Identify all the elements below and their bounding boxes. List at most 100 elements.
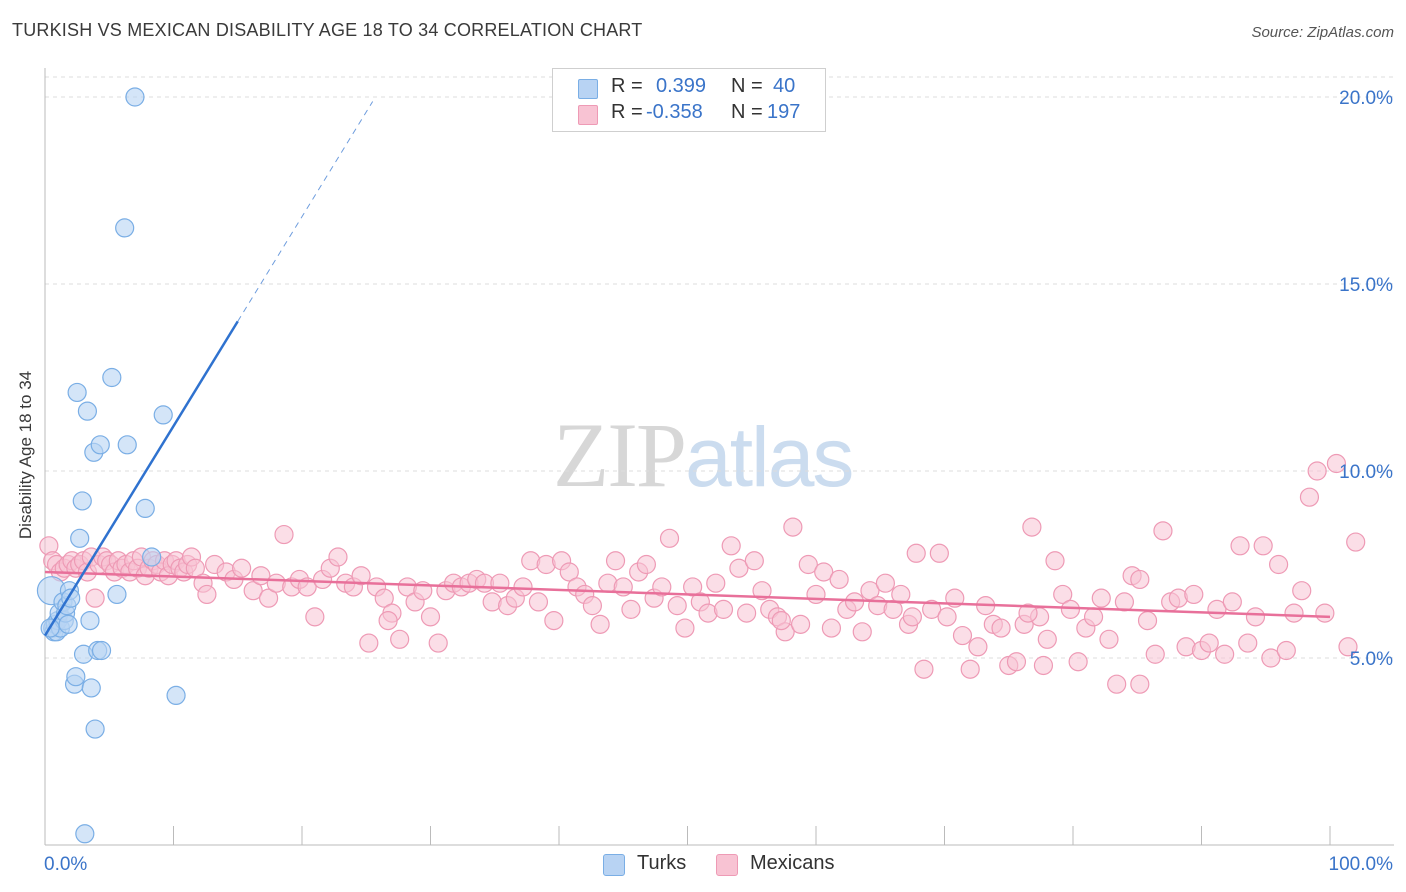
mexicans-point <box>1346 532 1366 552</box>
turks-point <box>107 584 127 605</box>
mexicans-point <box>1326 453 1347 474</box>
tick-labels: 5.0% 10.0% 15.0% 20.0% 0.0% 100.0% <box>44 88 1393 875</box>
turks-point <box>166 685 186 706</box>
y-tick-label: 20.0% <box>1339 88 1393 109</box>
mexicans-legend-swatch <box>716 854 738 876</box>
mexicans-point <box>683 577 703 597</box>
mexicans-point <box>968 637 988 657</box>
mexicans-point <box>852 622 872 642</box>
mexicans-point <box>737 603 757 623</box>
mexicans-point <box>1184 584 1204 605</box>
turks-point <box>72 491 92 511</box>
mexicans-point <box>1299 487 1320 507</box>
mexicans-point <box>1292 581 1312 601</box>
mexicans-point <box>790 614 811 634</box>
axes <box>44 68 1394 846</box>
mexicans-point <box>1022 517 1042 537</box>
source-label: Source: ZipAtlas.com <box>1251 24 1394 41</box>
turks-point <box>70 528 90 548</box>
mexicans-point <box>636 554 656 575</box>
mexicans-point <box>1230 536 1250 556</box>
legend-r-value: 0.399 <box>656 75 707 97</box>
mexicans-point <box>729 558 749 578</box>
turks-point <box>115 218 135 238</box>
mexicans-point <box>621 599 641 619</box>
chart-title: TURKISH VS MEXICAN DISABILITY AGE 18 TO … <box>12 20 643 40</box>
mexicans-point <box>490 573 510 593</box>
turks-trend-extension <box>237 101 374 322</box>
mexicans-point <box>829 569 849 590</box>
mexicans-point <box>891 584 911 605</box>
trend-lines <box>43 101 1331 637</box>
mexicans-point <box>1307 461 1327 481</box>
mexicans-point <box>1253 536 1273 556</box>
legend-row-mexicans: R = -0.358 N = 197 <box>553 101 825 127</box>
turks-point <box>81 678 101 698</box>
mexicans-point <box>374 588 394 608</box>
mexicans-point <box>359 633 379 653</box>
turks-point <box>125 87 145 107</box>
mexicans-point <box>902 607 922 627</box>
mexicans-point <box>85 588 105 608</box>
x-tick-label: 0.0% <box>44 854 87 875</box>
mexicans-point <box>675 618 695 638</box>
mexicans-point <box>1053 584 1073 605</box>
mexicans-point <box>1006 652 1027 672</box>
mexicans-point <box>1199 633 1219 653</box>
mexicans-point <box>667 596 687 616</box>
mexicans-point <box>544 610 564 631</box>
mexicans-point <box>1338 637 1358 657</box>
turks-point <box>91 640 112 661</box>
mexicans-point <box>659 528 680 548</box>
turks-point <box>80 610 100 631</box>
mexicans-point <box>1130 569 1150 590</box>
turks-point <box>102 367 122 388</box>
mexicans-point <box>906 543 926 563</box>
watermark-atlas: atlas <box>685 410 854 504</box>
legend-r-value: -0.358 <box>646 101 703 123</box>
y-tick-label: 10.0% <box>1339 462 1393 483</box>
mexicans-point <box>1238 633 1258 653</box>
mexicans-point <box>1045 551 1065 571</box>
turks-point <box>66 667 86 687</box>
mexicans-point <box>1222 592 1242 612</box>
mexicans-point <box>1099 629 1119 649</box>
legend-n-value: 197 <box>767 101 801 123</box>
mexicans-point <box>258 588 279 608</box>
mexicans-point <box>305 607 325 627</box>
mexicans-point <box>1215 644 1235 664</box>
turks-point <box>117 435 137 455</box>
turks-point <box>153 405 173 425</box>
mexicans-point <box>328 547 348 567</box>
stats-legend: R = 0.399 N = 40 R = -0.358 N = 197 <box>552 68 826 132</box>
mexicans-point <box>914 659 934 679</box>
turks-point <box>142 547 162 567</box>
mexicans-point <box>590 614 610 634</box>
mexicans-point <box>721 536 741 556</box>
mexicans-point <box>1107 674 1127 694</box>
mexicans-point <box>243 581 263 601</box>
mexicans-point <box>605 551 626 571</box>
mexicans-point <box>1018 603 1038 623</box>
mexicans-point <box>929 543 949 563</box>
legend-item-turks: Turks <box>603 852 703 878</box>
watermark: ZIPatlas <box>553 402 854 508</box>
mexicans-point <box>1060 599 1081 619</box>
mexicans-point <box>1083 607 1104 627</box>
legend-n-label: N = <box>731 101 763 123</box>
mexicans-point <box>582 596 603 616</box>
mexicans-point <box>1137 610 1158 631</box>
turks-point <box>90 435 110 455</box>
y-tick-label: 15.0% <box>1339 275 1393 296</box>
turks-point <box>85 719 105 739</box>
turks-legend-label: Turks <box>637 852 687 874</box>
mexicans-point <box>1315 603 1335 623</box>
mexicans-point <box>1114 592 1135 612</box>
mexicans-point <box>844 592 865 612</box>
mexicans-point <box>1037 629 1057 649</box>
legend-r-label: R = <box>611 75 643 97</box>
legend-n-value: 40 <box>773 75 796 97</box>
mexicans-trend-line <box>44 570 1331 619</box>
mexicans-point <box>922 599 942 619</box>
